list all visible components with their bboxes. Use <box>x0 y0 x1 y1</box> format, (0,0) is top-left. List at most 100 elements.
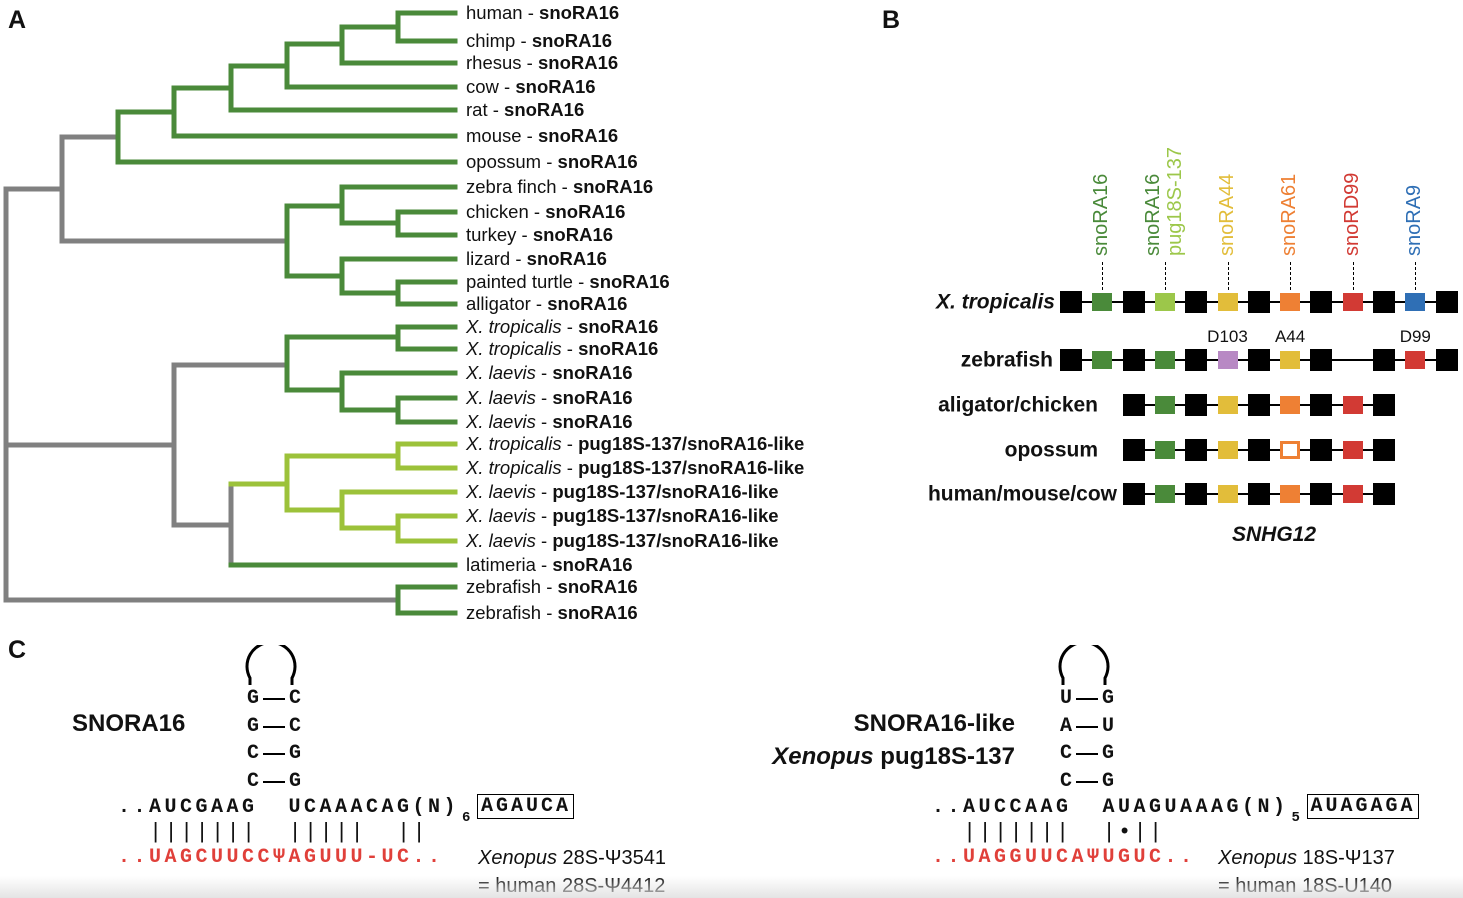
exon-block <box>1310 439 1333 461</box>
modification-site-note: Xenopus 18S-Ψ137 <box>1218 848 1395 868</box>
exon-block <box>1185 483 1208 505</box>
leaf-separator: - <box>535 480 553 502</box>
dashed-connector <box>1164 262 1166 290</box>
snorna-block-snoRA16 <box>1154 396 1175 414</box>
leaf-separator: - <box>521 51 538 73</box>
leaf-gene: snoRA16 <box>578 315 659 337</box>
pairing-lines: ||||||| |•|| <box>932 820 1165 845</box>
leaf-species: turkey <box>466 223 517 245</box>
snorna-block-snoRA16 <box>1154 485 1175 503</box>
exon-block <box>1122 394 1145 416</box>
leaf-species: opossum <box>466 150 542 172</box>
stem-base: C <box>247 742 260 765</box>
leaf-separator: - <box>530 292 548 314</box>
leaf-species: alligator <box>466 292 531 314</box>
exon-block <box>1247 291 1270 313</box>
leaf-gene: snoRA16 <box>572 175 654 197</box>
leaf-separator: - <box>535 504 553 526</box>
tree-branch-pug18s-137 <box>228 441 458 544</box>
title-part: SNORA16 <box>72 710 186 737</box>
gene-row-label: human/mouse/cow <box>927 482 1117 506</box>
bond-line <box>263 725 286 728</box>
tree-branches-pug18s <box>228 441 458 544</box>
leaf-gene: snoRA16 <box>545 200 626 222</box>
note-part: Xenopus <box>478 847 557 869</box>
exon-block <box>1122 483 1145 505</box>
tree-leaf-label: chicken - snoRA16 <box>466 200 626 222</box>
snorna-block-snoRD99 <box>1342 293 1363 311</box>
leaf-species: X. tropicalis <box>466 337 562 359</box>
snorna-block-snoRA61 <box>1280 396 1301 414</box>
leaf-separator: - <box>541 150 558 172</box>
leaf-gene: snoRA16 <box>504 98 585 120</box>
exon-block <box>1185 291 1208 313</box>
stem-base: U <box>1102 714 1115 738</box>
snorna-block-snoRD99 <box>1405 351 1426 369</box>
snorna-name-label: snoRA16 <box>1141 173 1164 256</box>
exon-block <box>1122 349 1145 371</box>
leaf-separator: - <box>535 553 553 575</box>
panel-label-c: C <box>8 636 27 664</box>
gene-annotation: A44 <box>1274 327 1306 346</box>
leaf-separator: - <box>561 337 579 359</box>
leaf-gene: snoRA16 <box>557 601 638 623</box>
leaf-species: X. laevis <box>466 504 536 526</box>
tree-leaf-label: painted turtle - snoRA16 <box>466 270 670 292</box>
exon-block <box>1310 349 1333 371</box>
leaf-gene: pug18S-137/snoRA16-like <box>552 480 779 502</box>
stem-base: G <box>289 769 302 793</box>
phylogenetic-tree <box>3 10 458 616</box>
tree-leaf-label: X. tropicalis - pug18S-137/snoRA16-like <box>466 458 804 478</box>
leaf-species: mouse <box>466 124 522 146</box>
exon-block <box>1247 349 1270 371</box>
gene-annotation: D99 <box>1399 327 1431 346</box>
tree-leaf-label: X. laevis - snoRA16 <box>466 410 633 432</box>
gene-row-label: opossum <box>1004 438 1098 462</box>
snorna-block-snoRA44 <box>1217 293 1238 311</box>
leaf-species: X. laevis <box>466 386 536 408</box>
exon-block <box>1060 291 1082 313</box>
stem-base: G <box>289 742 302 765</box>
stem-base: G <box>1102 769 1115 793</box>
leaf-gene: snoRA16 <box>552 361 633 383</box>
gene-row-label: zebrafish <box>960 348 1053 372</box>
title-part: pug18S-137 <box>873 743 1015 770</box>
leaf-species: painted turtle <box>466 270 573 292</box>
note-part: 18S-Ψ137 <box>1296 847 1395 869</box>
tree-leaf-label: rhesus - snoRA16 <box>466 51 618 73</box>
leaf-separator: - <box>535 410 553 432</box>
tree-leaf-label: X. laevis - pug18S-137/snoRA16-like <box>466 529 779 551</box>
snorna-block-snoRA16 <box>1154 441 1175 459</box>
boxed-motif: AUAGAGA <box>1306 794 1419 819</box>
snorna-block-snoRD99 <box>1342 441 1363 459</box>
leaf-separator: - <box>572 270 590 292</box>
leaf-separator: - <box>487 98 505 120</box>
tree-leaf-label: human - snoRA16 <box>466 3 619 23</box>
snorna-block-snoRA16 <box>1092 351 1113 369</box>
bottom-shadow <box>0 876 1463 898</box>
bond-line <box>263 753 286 755</box>
rrna-target-sequence: ..UAGGUUCAΨUGUC.. <box>932 846 1196 869</box>
tree-leaf-label: cow - snoRA16 <box>466 75 596 97</box>
leaf-species: X. laevis <box>466 410 536 432</box>
stem-base: G <box>247 714 260 738</box>
leaf-separator: - <box>535 529 553 551</box>
tree-leaf-label: X. tropicalis - snoRA16 <box>466 337 658 359</box>
bond-line <box>1076 780 1099 783</box>
leaf-species: zebrafish <box>466 601 542 623</box>
leaf-separator: - <box>535 386 553 408</box>
exon-block <box>1310 483 1333 505</box>
exon-block <box>1373 291 1395 313</box>
bond-line <box>1076 698 1099 700</box>
n-count-subscript: 6 <box>462 810 471 826</box>
stem-base: C <box>1060 769 1073 793</box>
leaf-separator: - <box>498 75 516 97</box>
tree-branch-sauropsids <box>284 184 458 307</box>
exon-block <box>1373 483 1395 505</box>
exon-block <box>1185 439 1208 461</box>
snorna-name-label: snoRA16 <box>1090 173 1113 256</box>
snorna-block-snoRA16 <box>1092 293 1113 311</box>
tree-leaf-label: X. laevis - pug18S-137/snoRA16-like <box>466 480 779 502</box>
